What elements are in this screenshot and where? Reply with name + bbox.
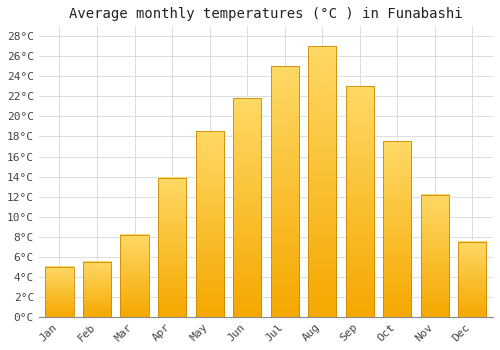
Bar xyxy=(120,234,148,317)
Bar xyxy=(270,66,299,317)
Title: Average monthly temperatures (°C ) in Funabashi: Average monthly temperatures (°C ) in Fu… xyxy=(69,7,462,21)
Bar xyxy=(421,195,449,317)
Bar xyxy=(308,46,336,317)
Bar xyxy=(158,177,186,317)
Bar xyxy=(458,241,486,317)
Bar xyxy=(383,141,412,317)
Bar xyxy=(46,267,74,317)
Bar xyxy=(83,262,111,317)
Bar xyxy=(346,86,374,317)
Bar xyxy=(233,98,261,317)
Bar xyxy=(196,132,224,317)
